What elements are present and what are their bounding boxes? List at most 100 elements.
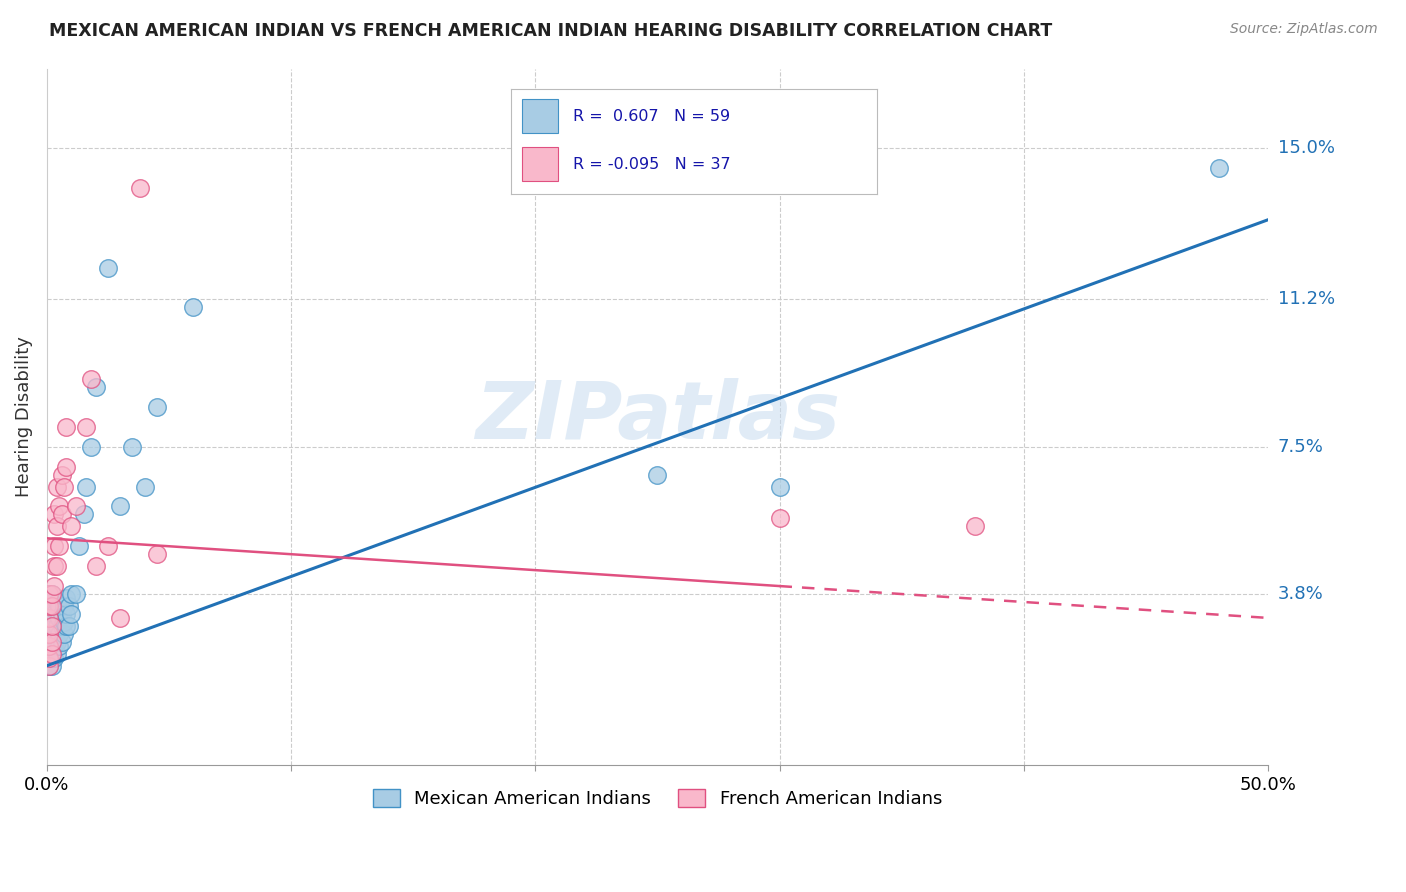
- Legend: Mexican American Indians, French American Indians: Mexican American Indians, French America…: [366, 781, 949, 815]
- Point: [38, 639, 60, 653]
- Point: [44, 607, 66, 621]
- Point: [65, 587, 87, 601]
- Point: [38, 658, 60, 673]
- Point: [60, 587, 83, 601]
- Point: [55, 619, 77, 633]
- Point: [84, 559, 107, 574]
- Point: [51, 467, 73, 482]
- Point: [60, 519, 83, 533]
- Point: [48, 611, 70, 625]
- Point: [84, 380, 107, 394]
- Point: [51, 607, 73, 621]
- Point: [38, 599, 60, 613]
- Point: [38, 607, 60, 621]
- Point: [55, 459, 77, 474]
- Point: [41, 650, 63, 665]
- Point: [44, 627, 66, 641]
- Point: [768, 479, 790, 493]
- Point: [53, 627, 76, 641]
- Point: [41, 587, 63, 601]
- Point: [41, 619, 63, 633]
- Point: [44, 539, 66, 553]
- Text: 3.8%: 3.8%: [1278, 585, 1323, 603]
- Text: ZIPatlas: ZIPatlas: [475, 378, 839, 456]
- Point: [183, 301, 205, 315]
- Text: 11.2%: 11.2%: [1278, 291, 1334, 309]
- Point: [45, 519, 67, 533]
- Point: [38, 599, 60, 613]
- Point: [38, 650, 60, 665]
- Point: [53, 599, 76, 613]
- Point: [108, 500, 131, 514]
- Point: [38, 658, 60, 673]
- Point: [55, 607, 77, 621]
- Point: [38, 619, 60, 633]
- Text: Source: ZipAtlas.com: Source: ZipAtlas.com: [1230, 22, 1378, 37]
- Y-axis label: Hearing Disability: Hearing Disability: [15, 336, 32, 498]
- Point: [44, 559, 66, 574]
- Point: [1208, 161, 1230, 175]
- Point: [44, 508, 66, 522]
- Point: [45, 607, 67, 621]
- Point: [48, 500, 70, 514]
- Point: [38, 627, 60, 641]
- Point: [75, 479, 97, 493]
- Point: [41, 599, 63, 613]
- Point: [38, 627, 60, 641]
- Point: [38, 587, 60, 601]
- Point: [97, 260, 120, 275]
- Point: [38, 611, 60, 625]
- Point: [41, 587, 63, 601]
- Point: [38, 650, 60, 665]
- Point: [38, 611, 60, 625]
- Point: [41, 658, 63, 673]
- Point: [41, 639, 63, 653]
- Point: [48, 639, 70, 653]
- Point: [45, 479, 67, 493]
- Point: [51, 619, 73, 633]
- Point: [72, 508, 94, 522]
- Point: [44, 639, 66, 653]
- Point: [48, 539, 70, 553]
- Point: [44, 619, 66, 633]
- Point: [41, 595, 63, 609]
- Point: [45, 595, 67, 609]
- Text: 15.0%: 15.0%: [1278, 139, 1334, 157]
- Point: [51, 634, 73, 648]
- Point: [41, 607, 63, 621]
- Point: [41, 634, 63, 648]
- Point: [80, 372, 103, 386]
- Point: [55, 419, 77, 434]
- Point: [58, 599, 80, 613]
- Point: [108, 611, 131, 625]
- Point: [45, 634, 67, 648]
- Text: 7.5%: 7.5%: [1278, 438, 1323, 456]
- Point: [647, 467, 669, 482]
- Point: [128, 181, 150, 195]
- Point: [45, 647, 67, 661]
- Point: [58, 619, 80, 633]
- Point: [44, 650, 66, 665]
- Point: [146, 400, 169, 414]
- Point: [41, 619, 63, 633]
- Text: MEXICAN AMERICAN INDIAN VS FRENCH AMERICAN INDIAN HEARING DISABILITY CORRELATION: MEXICAN AMERICAN INDIAN VS FRENCH AMERIC…: [49, 22, 1053, 40]
- Point: [121, 440, 143, 454]
- Point: [38, 587, 60, 601]
- Point: [41, 647, 63, 661]
- Point: [75, 419, 97, 434]
- Point: [97, 539, 120, 553]
- Point: [134, 479, 156, 493]
- Point: [41, 627, 63, 641]
- Point: [53, 479, 76, 493]
- Point: [67, 539, 90, 553]
- Point: [55, 591, 77, 605]
- Point: [51, 508, 73, 522]
- Point: [48, 599, 70, 613]
- Point: [146, 547, 169, 561]
- Point: [48, 627, 70, 641]
- Point: [38, 639, 60, 653]
- Point: [53, 615, 76, 629]
- Point: [45, 559, 67, 574]
- Point: [65, 500, 87, 514]
- Point: [60, 607, 83, 621]
